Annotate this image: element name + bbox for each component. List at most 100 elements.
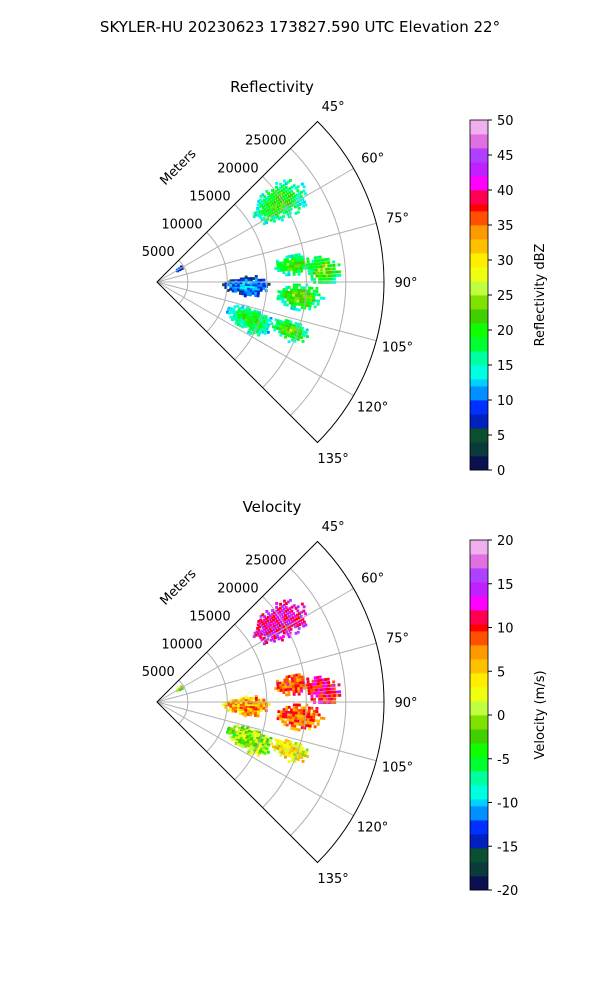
radar-gate (280, 189, 284, 192)
radar-gate (310, 689, 314, 692)
radar-gate (246, 305, 250, 309)
radar-gate (318, 675, 322, 679)
radar-gate (232, 705, 235, 708)
radar-gate (297, 264, 300, 268)
radar-gate (278, 610, 282, 614)
radar-gate (286, 632, 290, 636)
radar-gate (325, 277, 329, 281)
radar-gate (282, 187, 286, 191)
radar-gate (296, 259, 300, 262)
radar-gate (262, 328, 266, 332)
radar-gate (300, 292, 303, 295)
radar-gate (301, 303, 305, 307)
radar-gate (292, 254, 296, 258)
radar-gate (252, 290, 255, 293)
radar-gate (292, 692, 296, 696)
radar-gate (286, 600, 290, 604)
radar-gate (254, 275, 258, 278)
radar-gate (249, 732, 253, 736)
radar-gate (254, 284, 258, 288)
radar-gate (234, 737, 237, 741)
radar-gate (224, 706, 228, 709)
radar-gate (338, 270, 341, 274)
radar-gate (293, 759, 297, 763)
radar-gate (313, 256, 317, 260)
radar-gate (287, 675, 291, 678)
radar-gate (262, 211, 266, 215)
radar-gate (252, 319, 256, 323)
radar-gate (289, 685, 293, 689)
radar-gate (252, 704, 256, 708)
radar-gate (286, 718, 290, 722)
radar-gate (299, 681, 303, 685)
radar-gate (247, 697, 251, 701)
radar-gate (272, 618, 275, 622)
radar-gate (312, 265, 316, 269)
radar-gate (294, 211, 298, 215)
radar-gate (242, 697, 246, 701)
radar-gate (269, 737, 273, 740)
radar-gate (287, 685, 290, 689)
radar-gate (238, 734, 242, 738)
radar-gate (266, 199, 270, 203)
radar-gate (282, 266, 285, 270)
radar-gate (232, 308, 236, 312)
radar-gate (297, 308, 301, 312)
radar-gate (279, 290, 283, 294)
radar-gate (332, 687, 336, 691)
radar-gate (244, 282, 248, 286)
radar-gate (292, 294, 296, 297)
radar-gate (246, 725, 250, 729)
radar-gate (270, 196, 274, 200)
radar-gate (246, 739, 250, 743)
radar-gate (291, 299, 295, 303)
radar-gate (237, 735, 241, 739)
radar-gate (256, 632, 260, 636)
radar-gate (279, 712, 283, 716)
radar-gate (229, 283, 233, 287)
radar-gate (247, 731, 251, 735)
colorbar-segment (470, 358, 488, 366)
radar-gate (297, 626, 301, 630)
radar-gate (289, 329, 293, 332)
colorbar-segment (470, 386, 488, 394)
radar-gate (281, 328, 285, 332)
radar-gate (257, 702, 261, 706)
radar-gate (289, 627, 293, 631)
radar-gate (311, 722, 315, 725)
radar-gate (244, 711, 248, 714)
radar-gate (283, 258, 287, 262)
radar-gate (252, 697, 256, 700)
radar-gate (308, 724, 312, 728)
radar-gate (234, 730, 238, 734)
radar-gate (297, 748, 301, 752)
radar-gate (296, 299, 300, 303)
colorbar-segment (470, 267, 488, 275)
radar-gate (252, 746, 256, 750)
radar-gate (328, 697, 332, 701)
radar-gate (265, 623, 269, 626)
radar-gate (315, 694, 319, 698)
radar-gate (292, 690, 296, 694)
radar-gate (253, 316, 257, 319)
radar-gate (264, 197, 268, 201)
radar-gate (244, 697, 248, 701)
radar-gate (248, 736, 252, 740)
radar-gate (248, 308, 252, 312)
radar-gate (282, 686, 285, 690)
radar-gate (276, 264, 280, 268)
radar-gate (297, 206, 301, 210)
radar-gate (278, 614, 282, 618)
radar-gate (243, 740, 247, 744)
radar-gate (290, 746, 294, 750)
radar-gate (338, 690, 341, 694)
colorbar-segment (470, 309, 488, 317)
radar-gate (279, 686, 283, 690)
radar-gate (224, 286, 228, 289)
radar-gate (266, 325, 270, 329)
colorbar-segment (470, 554, 488, 562)
radar-gate (286, 680, 290, 684)
radar-gate (284, 688, 288, 692)
radar-gate (274, 318, 278, 322)
radar-gate (256, 623, 260, 627)
